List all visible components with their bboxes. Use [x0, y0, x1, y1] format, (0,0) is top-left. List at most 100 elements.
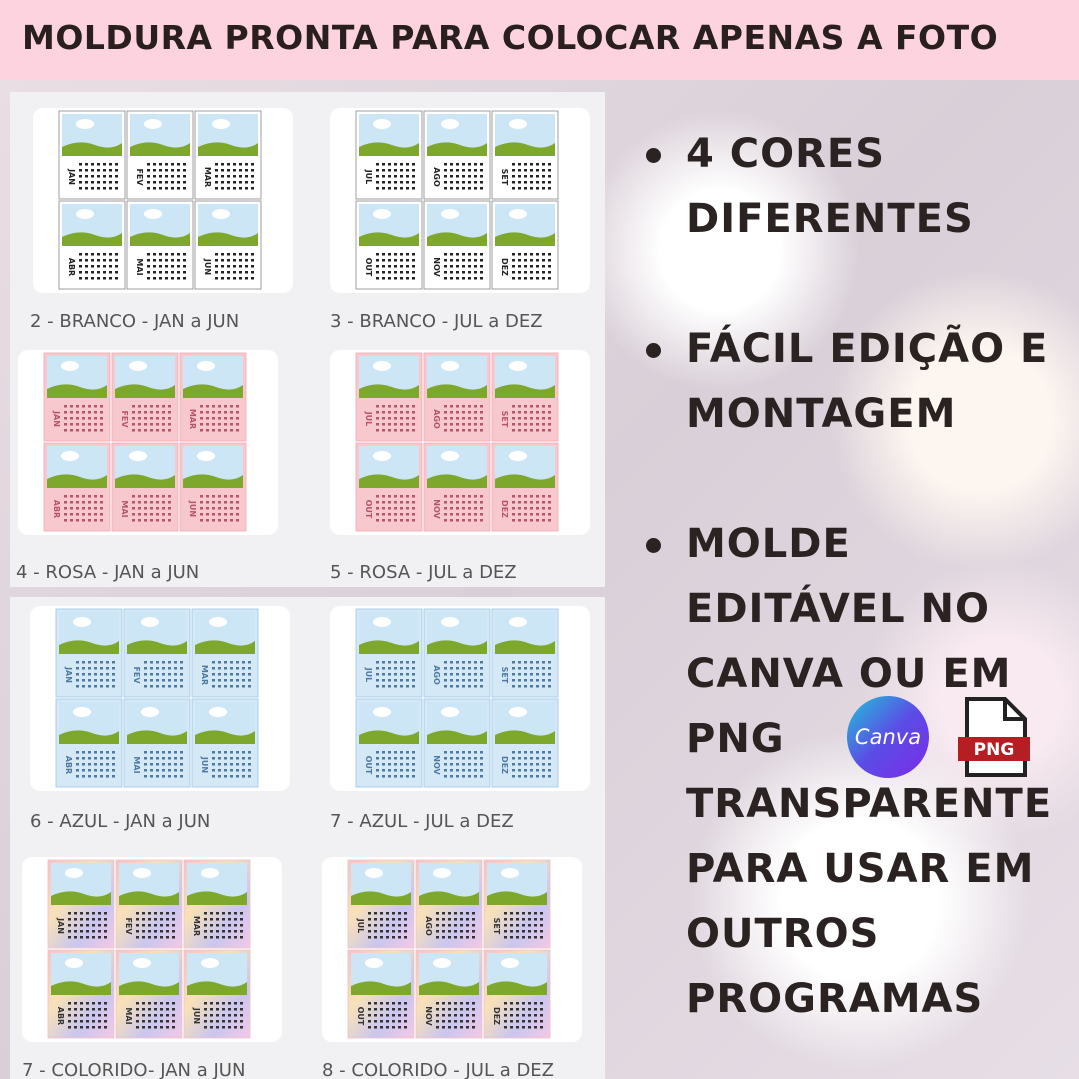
- day-dot: [394, 763, 397, 766]
- day-dot: [154, 912, 157, 915]
- day-dot: [374, 1026, 377, 1029]
- day-dot: [200, 411, 203, 414]
- day-dot: [183, 187, 186, 190]
- cloud: [133, 868, 151, 878]
- day-dot: [466, 1002, 469, 1005]
- day-dot: [524, 253, 527, 256]
- day-dot: [79, 175, 82, 178]
- day-dot: [168, 751, 171, 754]
- day-dot: [144, 501, 147, 504]
- day-dot: [92, 1014, 95, 1017]
- day-dot: [518, 271, 521, 274]
- day-dot: [536, 265, 539, 268]
- day-dot: [548, 411, 551, 414]
- day-dot: [450, 265, 453, 268]
- day-dot: [144, 507, 147, 510]
- day-dot: [162, 763, 165, 766]
- day-dot: [76, 763, 79, 766]
- day-dot: [64, 507, 67, 510]
- day-dot: [80, 1008, 83, 1011]
- day-dot: [512, 417, 515, 420]
- day-dot: [233, 163, 236, 166]
- day-dot: [148, 1008, 151, 1011]
- logos: Canva PNG: [847, 696, 1030, 778]
- day-dot: [522, 1002, 525, 1005]
- day-dot: [450, 519, 453, 522]
- day-dot: [530, 495, 533, 498]
- day-dot: [394, 423, 397, 426]
- photo-hills: [351, 981, 411, 995]
- day-dot: [450, 685, 453, 688]
- day-dot: [524, 265, 527, 268]
- day-dot: [480, 277, 483, 280]
- day-dot: [450, 163, 453, 166]
- day-dot: [162, 507, 165, 510]
- day-dot: [528, 930, 531, 933]
- day-dot: [70, 405, 73, 408]
- day-dot: [236, 685, 239, 688]
- day-dot: [542, 169, 545, 172]
- day-dot: [472, 1008, 475, 1011]
- day-dot: [444, 507, 447, 510]
- day-dot: [454, 1026, 457, 1029]
- day-dot: [518, 751, 521, 754]
- day-dot: [251, 163, 254, 166]
- day-dot: [174, 661, 177, 664]
- day-dot: [76, 417, 79, 420]
- day-dot: [88, 417, 91, 420]
- day-dot: [221, 271, 224, 274]
- day-dot: [103, 265, 106, 268]
- day-dot: [380, 1020, 383, 1023]
- day-dot: [474, 163, 477, 166]
- day-dot: [412, 757, 415, 760]
- day-dot: [251, 259, 254, 262]
- day-dot: [166, 912, 169, 915]
- day-dot: [80, 924, 83, 927]
- day-dot: [394, 775, 397, 778]
- day-dot: [100, 507, 103, 510]
- cloud: [73, 617, 91, 627]
- day-dot: [382, 519, 385, 522]
- day-dot: [380, 918, 383, 921]
- day-dot: [82, 519, 85, 522]
- day-dot: [142, 1026, 145, 1029]
- day-dot: [236, 775, 239, 778]
- day-dot: [148, 1026, 151, 1029]
- day-dot: [412, 271, 415, 274]
- day-dot: [227, 187, 230, 190]
- day-dot: [180, 775, 183, 778]
- day-dot: [159, 265, 162, 268]
- day-dot: [450, 667, 453, 670]
- day-dot: [85, 277, 88, 280]
- day-dot: [406, 501, 409, 504]
- day-dot: [534, 930, 537, 933]
- day-dot: [168, 417, 171, 420]
- day-dot: [236, 673, 239, 676]
- day-dot: [456, 507, 459, 510]
- day-dot: [180, 661, 183, 664]
- day-dot: [168, 519, 171, 522]
- bullet-line: MOLDE: [686, 521, 851, 567]
- day-dot: [542, 429, 545, 432]
- day-dot: [183, 277, 186, 280]
- day-dot: [230, 423, 233, 426]
- day-dot: [394, 253, 397, 256]
- day-dot: [168, 405, 171, 408]
- day-dot: [162, 673, 165, 676]
- day-dot: [150, 501, 153, 504]
- day-dot: [85, 253, 88, 256]
- day-dot: [480, 751, 483, 754]
- day-dot: [150, 775, 153, 778]
- day-dot: [236, 667, 239, 670]
- month-label: JAN: [64, 666, 73, 683]
- day-dot: [480, 175, 483, 178]
- day-dot: [218, 775, 221, 778]
- day-dot: [206, 411, 209, 414]
- day-dot: [542, 507, 545, 510]
- day-dot: [212, 411, 215, 414]
- day-dot: [236, 417, 239, 420]
- day-dot: [386, 1008, 389, 1011]
- cloud: [509, 617, 527, 627]
- day-dot: [368, 912, 371, 915]
